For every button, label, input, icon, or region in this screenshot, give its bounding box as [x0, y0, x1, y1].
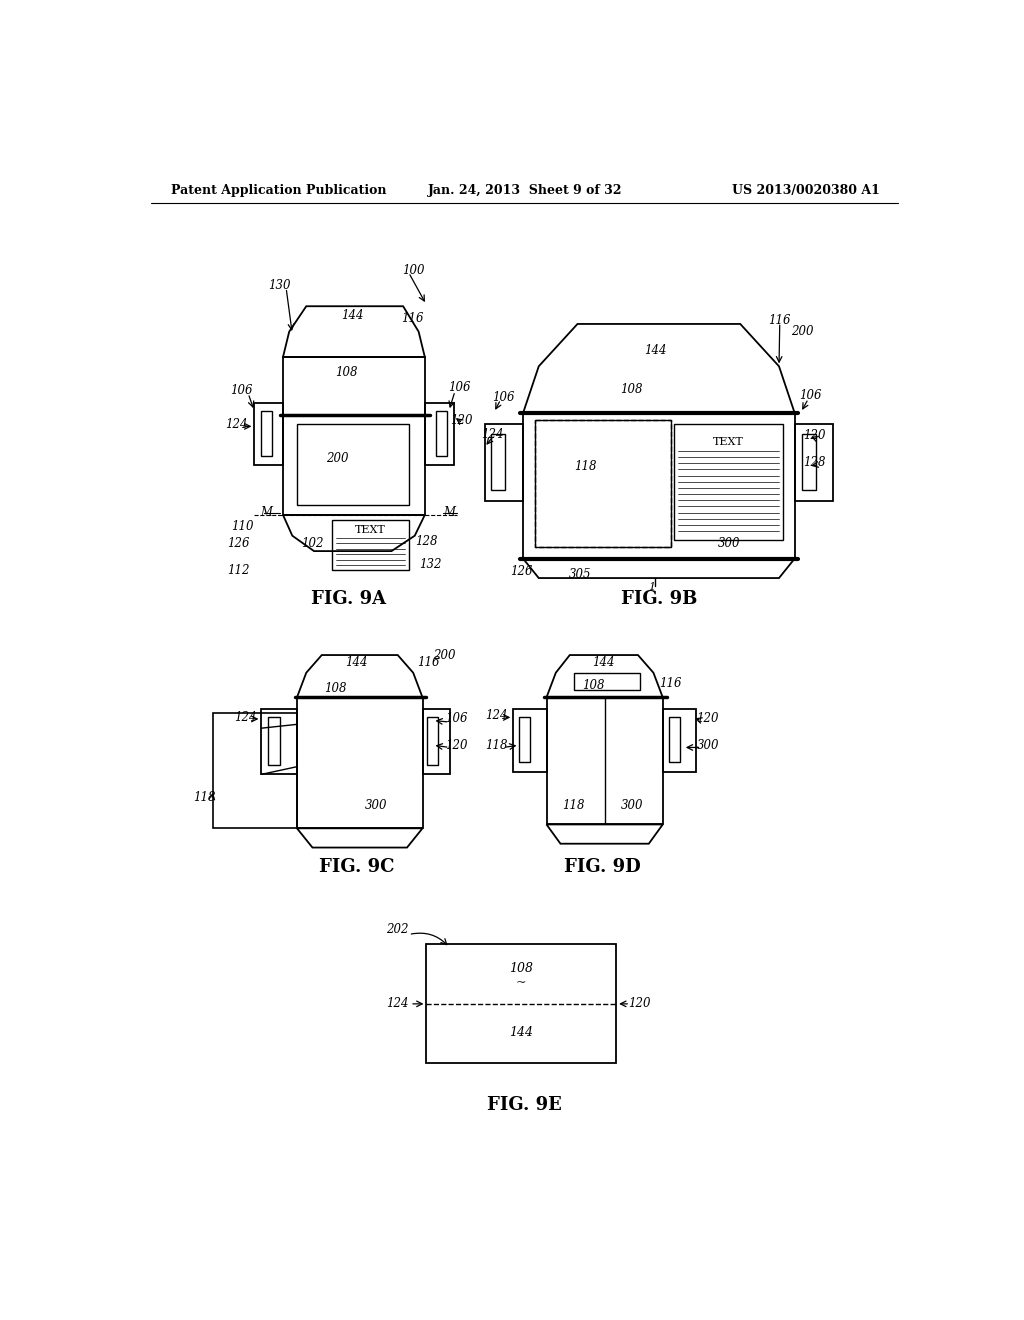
Text: 108: 108 — [335, 366, 357, 379]
Text: 124: 124 — [481, 428, 504, 441]
Text: 102: 102 — [301, 537, 324, 550]
Text: TEXT: TEXT — [355, 525, 386, 536]
Bar — [519, 718, 530, 762]
Text: Patent Application Publication: Patent Application Publication — [171, 185, 386, 197]
Text: ~: ~ — [516, 975, 526, 989]
Text: FIG. 9C: FIG. 9C — [318, 858, 394, 875]
Text: FIG. 9A: FIG. 9A — [311, 590, 386, 607]
Text: 106: 106 — [799, 389, 821, 403]
Text: 116: 116 — [659, 677, 682, 690]
Bar — [423, 709, 450, 775]
Bar — [490, 434, 505, 490]
Text: Jan. 24, 2013  Sheet 9 of 32: Jan. 24, 2013 Sheet 9 of 32 — [428, 185, 622, 197]
Text: 110: 110 — [231, 520, 254, 533]
Text: 108: 108 — [621, 383, 643, 396]
Bar — [425, 404, 454, 465]
Bar — [261, 411, 272, 455]
Bar — [535, 420, 671, 548]
Text: 120: 120 — [450, 413, 472, 426]
Bar — [332, 520, 410, 570]
Bar — [523, 412, 795, 558]
Text: 300: 300 — [718, 537, 740, 550]
Text: 126: 126 — [226, 537, 249, 550]
Text: 116: 116 — [401, 312, 424, 325]
Text: 300: 300 — [621, 799, 643, 812]
Text: 118: 118 — [562, 799, 585, 812]
Text: 124: 124 — [234, 711, 257, 723]
Bar — [283, 358, 425, 414]
Text: US 2013/0020380 A1: US 2013/0020380 A1 — [732, 185, 880, 197]
Text: 118: 118 — [574, 459, 597, 473]
Text: 112: 112 — [226, 564, 249, 577]
Text: 106: 106 — [449, 381, 471, 395]
Text: 200: 200 — [433, 648, 456, 661]
Bar — [535, 420, 671, 548]
Text: 128: 128 — [804, 455, 826, 469]
Bar — [297, 424, 410, 506]
Text: 130: 130 — [268, 279, 291, 292]
Text: 118: 118 — [485, 739, 508, 751]
Text: 144: 144 — [644, 345, 667, 358]
Bar — [675, 424, 783, 540]
Text: 300: 300 — [696, 739, 719, 751]
Text: 200: 200 — [791, 325, 813, 338]
Bar — [426, 944, 616, 1063]
Text: 124: 124 — [485, 709, 508, 722]
Text: 126: 126 — [510, 565, 532, 578]
Bar — [484, 424, 523, 502]
Text: 100: 100 — [402, 264, 425, 277]
Bar — [513, 709, 547, 772]
Text: 116: 116 — [418, 656, 440, 669]
Text: 144: 144 — [345, 656, 368, 669]
Text: 120: 120 — [445, 739, 468, 751]
Text: 305: 305 — [568, 568, 591, 581]
Text: 1: 1 — [648, 582, 655, 593]
Bar — [573, 673, 640, 689]
Text: 108: 108 — [509, 962, 532, 975]
Text: M: M — [260, 506, 272, 519]
Text: FIG. 9B: FIG. 9B — [621, 590, 697, 607]
Text: 120: 120 — [804, 429, 826, 442]
Text: 106: 106 — [445, 713, 468, 726]
Bar — [297, 697, 423, 829]
Bar — [435, 411, 446, 455]
Text: FIG. 9E: FIG. 9E — [487, 1097, 562, 1114]
Text: 202: 202 — [386, 924, 409, 936]
Bar — [254, 404, 283, 465]
Bar — [795, 424, 834, 502]
Text: 124: 124 — [386, 998, 409, 1010]
Text: 124: 124 — [225, 417, 248, 430]
Text: M: M — [443, 506, 456, 519]
Text: 132: 132 — [419, 557, 441, 570]
Text: 300: 300 — [365, 799, 387, 812]
Text: 144: 144 — [593, 656, 615, 669]
Text: 120: 120 — [696, 713, 719, 726]
Text: 128: 128 — [415, 536, 437, 548]
Text: 144: 144 — [509, 1026, 532, 1039]
Text: 108: 108 — [325, 681, 347, 694]
Bar — [267, 718, 280, 766]
Bar — [427, 718, 438, 766]
Bar — [283, 414, 425, 515]
Bar — [663, 709, 696, 772]
Text: TEXT: TEXT — [714, 437, 744, 446]
Text: 118: 118 — [193, 791, 215, 804]
Text: 116: 116 — [768, 314, 791, 326]
Text: 106: 106 — [493, 391, 515, 404]
Text: FIG. 9D: FIG. 9D — [564, 858, 641, 875]
Text: 120: 120 — [629, 998, 650, 1010]
Bar — [802, 434, 816, 490]
Bar — [261, 709, 297, 775]
Text: 200: 200 — [326, 453, 348, 465]
Text: 106: 106 — [230, 384, 252, 397]
Text: 144: 144 — [341, 309, 364, 322]
Bar — [547, 697, 663, 825]
Text: 108: 108 — [582, 680, 604, 693]
Bar — [669, 718, 680, 762]
